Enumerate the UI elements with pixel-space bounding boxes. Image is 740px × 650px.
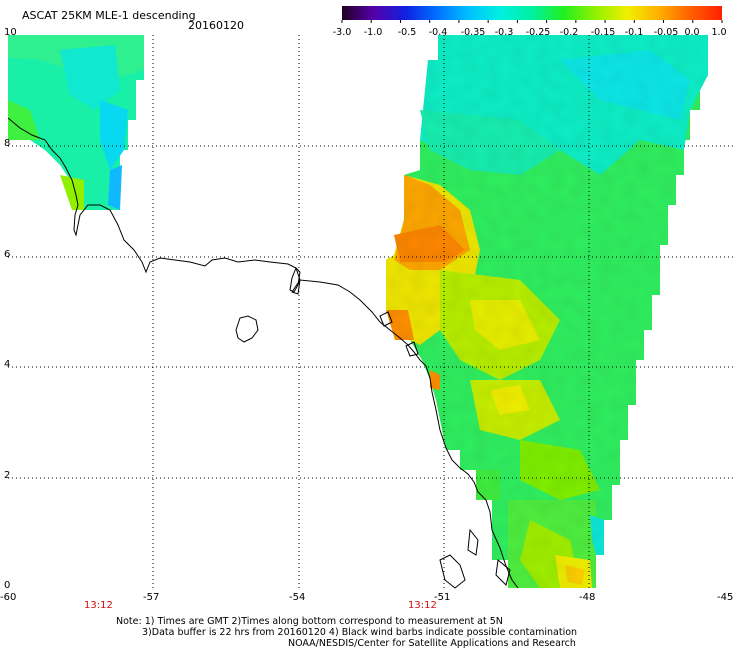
lat-label: 6 [4, 249, 11, 260]
lat-label: 10 [4, 27, 17, 38]
coastline [7, 117, 519, 589]
swath-west [8, 35, 144, 210]
lon-label: -45 [717, 592, 734, 603]
pass-time: 13:12 [84, 600, 113, 611]
lat-label: 4 [4, 359, 11, 370]
colorbar-label: -0.1 [624, 27, 644, 38]
note-line-1: Note: 1) Times are GMT 2)Times along bot… [116, 616, 503, 627]
colorbar-label: 0.0 [684, 27, 700, 38]
note-line-3: NOAA/NESDIS/Center for Satellite Applica… [288, 638, 576, 649]
colorbar-label: -0.3 [494, 27, 514, 38]
lon-label: -60 [0, 592, 17, 603]
colorbar-label: -0.25 [525, 27, 551, 38]
colorbar-label: -0.5 [397, 27, 417, 38]
colorbar [341, 6, 723, 23]
lat-label: 8 [4, 138, 11, 149]
lon-label: -57 [143, 592, 160, 603]
graticule [8, 35, 734, 588]
colorbar-gradient [342, 6, 722, 20]
colorbar-label: -3.0 [332, 27, 352, 38]
colorbar-label: -0.05 [653, 27, 679, 38]
colorbar-label: -0.15 [590, 27, 616, 38]
map-date: 20160120 [188, 19, 244, 32]
lat-label: 2 [4, 470, 11, 481]
lat-label: 0 [4, 580, 11, 591]
colorbar-label: -0.2 [559, 27, 579, 38]
swath-east [386, 35, 708, 588]
lon-label: -48 [579, 592, 596, 603]
lon-label: -51 [434, 592, 451, 603]
colorbar-label: -0.35 [460, 27, 486, 38]
pass-time: 13:12 [408, 600, 437, 611]
lon-label: -54 [289, 592, 306, 603]
note-line-2: 3)Data buffer is 22 hrs from 20160120 4)… [142, 627, 578, 638]
colorbar-label: 1.0 [711, 27, 727, 38]
colorbar-label: -1.0 [363, 27, 383, 38]
colorbar-label: -0.4 [428, 27, 448, 38]
map-title: ASCAT 25KM MLE-1 descending [22, 9, 196, 22]
